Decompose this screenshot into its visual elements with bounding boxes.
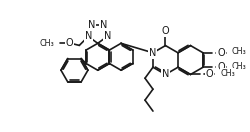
Text: CH₃: CH₃ (220, 69, 235, 78)
Text: N: N (88, 20, 96, 30)
Text: N: N (149, 48, 157, 58)
Text: N: N (100, 20, 107, 30)
Text: O: O (66, 38, 73, 48)
Text: O: O (217, 48, 225, 58)
Text: O: O (162, 26, 169, 36)
Text: N: N (84, 31, 92, 41)
Text: CH₃: CH₃ (40, 39, 54, 48)
Text: O: O (206, 69, 213, 79)
Text: CH₃: CH₃ (232, 47, 247, 56)
Text: N: N (104, 31, 111, 41)
Text: N: N (162, 69, 169, 79)
Text: O: O (217, 62, 225, 72)
Text: CH₃: CH₃ (232, 62, 247, 71)
